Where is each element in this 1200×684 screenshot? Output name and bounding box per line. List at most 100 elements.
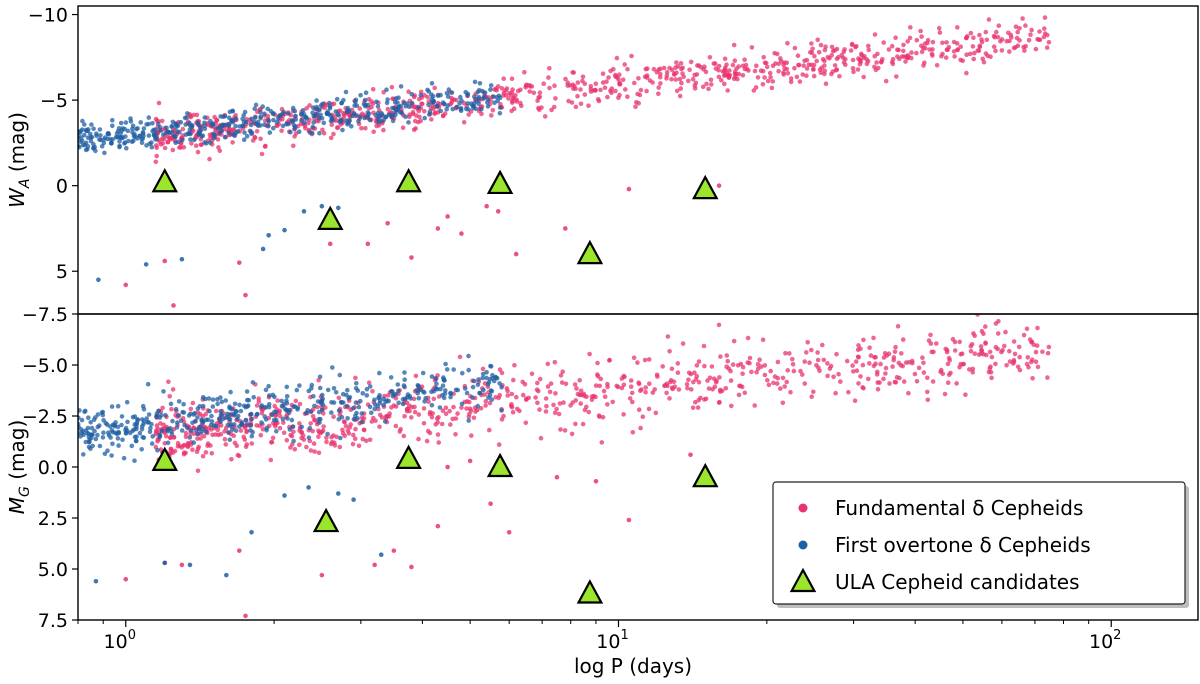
fundamental-point — [887, 381, 892, 386]
fundamental-point — [1008, 32, 1014, 38]
overtone-point — [263, 404, 269, 410]
fundamental-point — [977, 32, 982, 38]
fundamental-point — [675, 64, 681, 69]
overtone-point — [353, 97, 359, 103]
fundamental-point — [809, 50, 815, 55]
fundamental-point — [788, 79, 794, 85]
fundamental-point — [353, 426, 358, 432]
ula-candidate-marker — [395, 167, 422, 193]
overtone-point — [354, 381, 359, 386]
fundamental-point — [751, 88, 757, 93]
overtone-point — [116, 126, 122, 131]
fundamental-outlier-point — [626, 517, 632, 523]
fundamental-point — [746, 68, 751, 73]
overtone-point — [441, 395, 447, 401]
fundamental-point — [490, 107, 496, 113]
overtone-point — [226, 130, 232, 136]
fundamental-point — [685, 385, 690, 391]
fundamental-point — [369, 419, 375, 424]
overtone-point — [130, 123, 136, 129]
fundamental-point — [716, 63, 722, 69]
fundamental-point — [740, 63, 746, 69]
fundamental-point — [892, 349, 898, 355]
fundamental-point — [874, 372, 880, 377]
fundamental-outlier-point — [327, 241, 333, 247]
overtone-point — [485, 381, 491, 387]
fundamental-point — [664, 390, 669, 396]
overtone-point — [232, 401, 238, 407]
overtone-point — [178, 120, 184, 125]
fundamental-point — [539, 105, 544, 110]
overtone-point — [446, 87, 452, 92]
ula-candidate-marker — [395, 444, 422, 469]
overtone-point — [346, 396, 352, 401]
overtone-point — [97, 423, 102, 428]
overtone-point — [89, 122, 94, 127]
overtone-point — [491, 94, 496, 99]
overtone-point — [244, 119, 249, 125]
fundamental-point — [509, 98, 515, 104]
overtone-point — [125, 419, 130, 425]
fundamental-point — [664, 69, 670, 75]
overtone-point — [403, 396, 408, 402]
overtone-point — [249, 131, 254, 137]
overtone-point — [110, 123, 115, 129]
overtone-point — [429, 81, 435, 86]
overtone-point — [289, 417, 295, 423]
fundamental-point — [858, 374, 863, 379]
overtone-point — [175, 129, 180, 134]
fundamental-point — [244, 429, 249, 435]
overtone-point — [311, 120, 316, 125]
fundamental-point — [669, 77, 674, 82]
overtone-point — [88, 446, 93, 452]
fundamental-point — [914, 50, 919, 56]
overtone-point — [344, 392, 349, 398]
overtone-point — [251, 395, 256, 400]
y-tick-label: −7.5 — [22, 304, 68, 326]
overtone-point — [420, 389, 426, 394]
y-tick-label: −5.0 — [22, 355, 68, 377]
fundamental-point — [600, 414, 606, 420]
overtone-point — [366, 111, 372, 117]
overtone-point — [339, 400, 345, 405]
overtone-point — [97, 127, 103, 132]
fundamental-point — [616, 77, 621, 82]
fundamental-point — [250, 138, 256, 143]
fundamental-point — [198, 436, 203, 441]
fundamental-outlier-point — [513, 251, 519, 257]
fundamental-point — [373, 418, 378, 424]
fundamental-point — [387, 411, 392, 416]
fundamental-point — [983, 29, 989, 35]
overtone-point — [255, 123, 261, 129]
fundamental-point — [979, 328, 985, 334]
fundamental-point — [308, 421, 314, 426]
fundamental-point — [706, 386, 712, 391]
fundamental-point — [304, 105, 310, 111]
fundamental-point — [868, 353, 874, 358]
ula-candidate-marker — [151, 167, 179, 193]
overtone-outlier-point — [319, 203, 325, 209]
overtone-point — [109, 453, 114, 458]
fundamental-point — [875, 380, 880, 385]
fundamental-point — [427, 430, 433, 436]
fundamental-point — [686, 370, 692, 376]
fundamental-point — [636, 76, 641, 81]
fundamental-point — [992, 35, 997, 40]
overtone-point — [443, 361, 448, 367]
overtone-point — [281, 109, 287, 115]
fundamental-point — [350, 441, 356, 447]
fundamental-point — [970, 44, 976, 49]
fundamental-point — [706, 86, 711, 92]
y-axis-title: WA (mag) — [5, 112, 33, 208]
overtone-point — [307, 425, 313, 431]
fundamental-point — [937, 30, 943, 35]
fundamental-point — [993, 361, 998, 367]
overtone-point — [244, 397, 250, 403]
overtone-point — [340, 127, 345, 133]
fundamental-point — [934, 63, 940, 68]
overtone-point — [448, 394, 453, 400]
overtone-point — [284, 398, 289, 403]
overtone-point — [230, 108, 236, 114]
overtone-point — [429, 99, 435, 105]
